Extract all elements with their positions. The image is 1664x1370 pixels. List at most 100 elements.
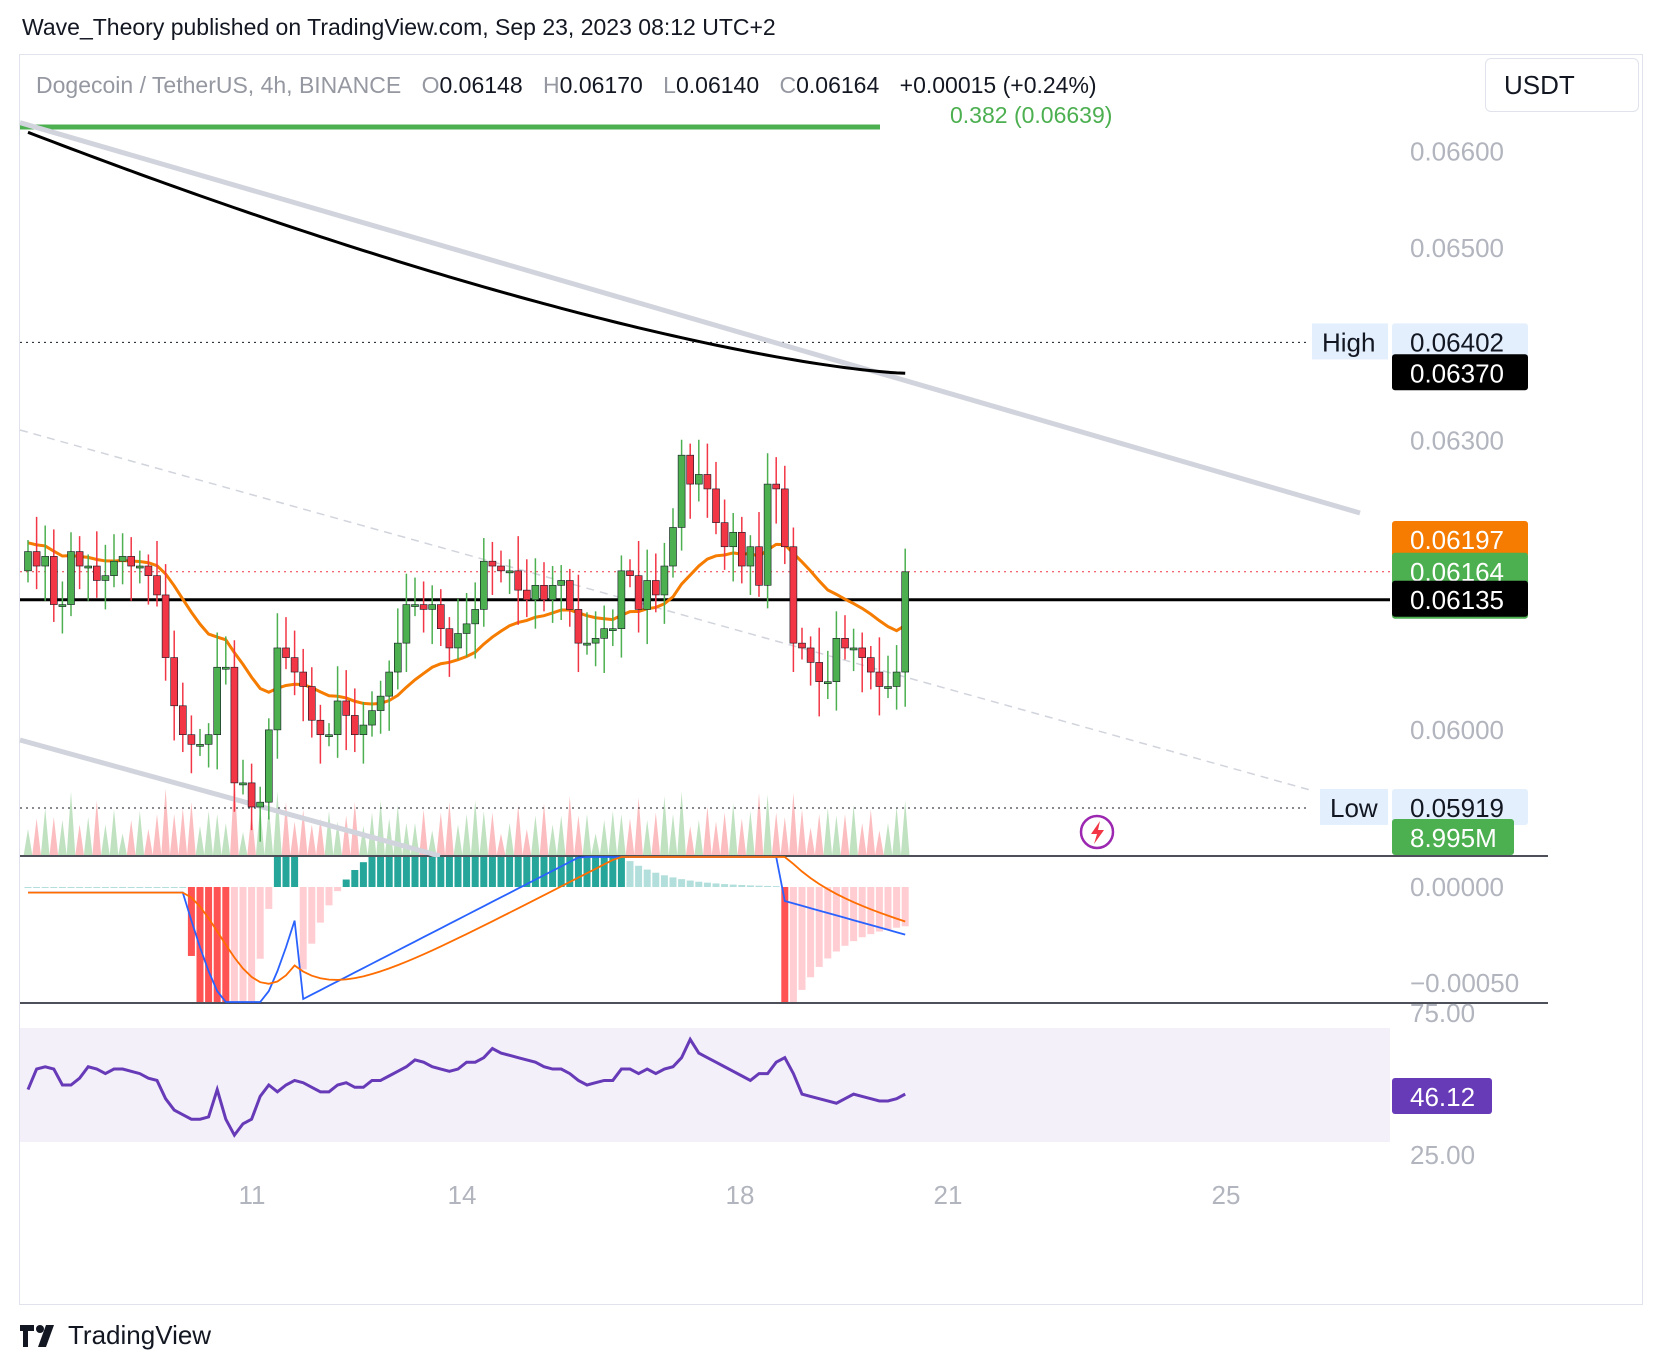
candle-body: [548, 585, 557, 601]
candle-body: [127, 556, 135, 567]
candle-body: [634, 575, 643, 610]
macd-histogram-bar: [549, 857, 557, 887]
candle-body: [402, 604, 411, 644]
macd-histogram-bar: [205, 887, 213, 1002]
macd-histogram-bar: [497, 857, 505, 887]
macd-histogram-bar: [230, 887, 238, 1002]
candle-body: [101, 575, 110, 581]
candle-body: [608, 628, 617, 631]
macd-histogram-bar: [351, 869, 359, 887]
macd-histogram-bar: [867, 887, 875, 935]
macd-histogram-bar: [299, 887, 307, 970]
time-tick-label: 14: [448, 1180, 477, 1210]
price-tag-bg: [1392, 354, 1528, 391]
price-tag-bg: [1392, 323, 1528, 360]
time-tick-label: 11: [239, 1180, 266, 1210]
candle-body: [75, 551, 84, 567]
macd-histogram-bar: [772, 886, 780, 887]
tradingview-branding[interactable]: TradingView: [20, 1320, 211, 1351]
time-tick-label: 18: [726, 1180, 755, 1210]
macd-histogram-bar: [841, 887, 849, 946]
macd-histogram-bar: [170, 887, 178, 888]
macd-histogram-bar: [789, 887, 797, 1002]
macd-histogram-bar: [514, 857, 522, 887]
publisher-line: Wave_Theory published on TradingView.com…: [22, 14, 776, 40]
macd-histogram-bar: [798, 887, 806, 990]
macd-histogram-bar: [626, 861, 634, 887]
candle-body: [849, 647, 858, 651]
symbol-title[interactable]: Dogecoin / TetherUS, 4h, BINANCE: [36, 72, 402, 98]
macd-histogram-bar: [764, 885, 772, 887]
candle-body: [462, 623, 471, 634]
candle-body: [815, 662, 824, 682]
candle-body: [24, 551, 32, 572]
macd-histogram-bar: [583, 857, 591, 887]
candle-body: [772, 483, 781, 490]
candle-body: [866, 657, 875, 673]
macd-histogram-bar: [488, 857, 496, 887]
candle-body: [333, 700, 342, 735]
candle-body: [617, 570, 626, 629]
candle-body: [67, 551, 75, 605]
macd-histogram-bar: [471, 857, 479, 887]
rsi-tick-label: 75.00: [1410, 998, 1475, 1028]
candle-body: [669, 527, 677, 567]
price-tag-text: 0.06197: [1410, 525, 1504, 555]
macd-histogram-bar: [213, 887, 221, 1002]
price-tag-text: 0.06402: [1410, 327, 1504, 357]
candle-body: [342, 700, 351, 716]
candle-body: [832, 638, 841, 682]
macd-tick-label: −0.00050: [1410, 968, 1519, 998]
candle-body: [514, 570, 523, 591]
price-tag-text: 0.06135: [1410, 585, 1504, 615]
macd-histogram-bar: [110, 887, 118, 888]
candle-body: [454, 633, 462, 649]
candle-body: [419, 604, 428, 610]
macd-histogram-bar: [248, 887, 256, 1002]
candle-body: [703, 474, 712, 490]
macd-histogram-bar: [385, 857, 393, 887]
macd-histogram-bar: [377, 857, 385, 887]
macd-histogram-bar: [144, 887, 152, 888]
macd-histogram-bar: [506, 857, 514, 887]
macd-histogram-bar: [359, 862, 367, 887]
macd-histogram-bar: [686, 880, 694, 887]
candle-body: [316, 719, 325, 735]
candle-body: [686, 454, 695, 485]
macd-histogram-bar: [600, 857, 608, 887]
macd-histogram-bar: [93, 887, 101, 888]
chart-frame: [19, 54, 1643, 1305]
macd-histogram-bar: [420, 857, 428, 887]
candle-body: [505, 570, 514, 574]
open-value: 0.06148: [439, 72, 523, 98]
rsi-band: [20, 1028, 1390, 1142]
candle-body: [884, 686, 892, 689]
low-label: L: [663, 72, 676, 98]
candle-body: [591, 638, 600, 644]
candle-body: [153, 575, 161, 596]
price-tag-text: 0.06370: [1410, 358, 1504, 388]
macd-histogram-bar: [342, 879, 350, 887]
close-label: C: [779, 72, 797, 98]
macd-histogram-bar: [729, 884, 737, 887]
macd-histogram-bar: [153, 887, 161, 888]
candle-body: [196, 744, 204, 747]
close-value: 0.06164: [796, 72, 880, 98]
candle-body: [204, 734, 213, 745]
macd-histogram-bar: [411, 857, 419, 887]
candle-body: [746, 546, 755, 567]
rsi-tick-label: 25.00: [1410, 1140, 1475, 1170]
currency-button[interactable]: USDT: [1485, 58, 1639, 112]
candle-body: [230, 666, 239, 784]
macd-histogram-bar: [58, 887, 66, 888]
tradingview-wordmark: TradingView: [68, 1320, 212, 1350]
macd-histogram-bar: [755, 885, 763, 887]
macd-histogram-bar: [901, 887, 909, 927]
macd-histogram-bar: [643, 869, 651, 887]
candle-body: [660, 565, 669, 596]
macd-histogram-bar: [368, 857, 376, 887]
high-value: 0.06170: [559, 72, 643, 98]
candle-body: [264, 729, 273, 803]
candle-body: [273, 647, 282, 731]
